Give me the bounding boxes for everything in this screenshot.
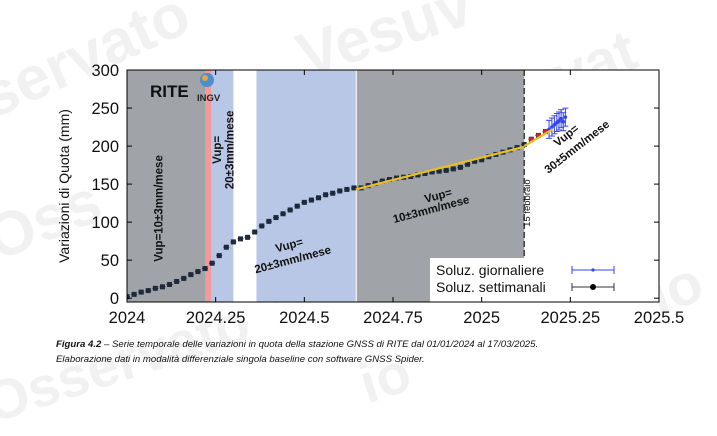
fit-line bbox=[523, 128, 554, 148]
figure-caption: Figura 4.2 – Serie temporale delle varia… bbox=[56, 337, 696, 367]
x-tick-label: 2024 bbox=[109, 309, 146, 327]
caption-line-1: – Serie temporale delle variazioni in qu… bbox=[101, 339, 539, 350]
daily-point bbox=[559, 116, 563, 121]
weekly-point bbox=[464, 161, 470, 167]
y-tick-label: 150 bbox=[91, 176, 119, 194]
weekly-point bbox=[316, 195, 322, 201]
weekly-point bbox=[457, 164, 463, 170]
weekly-point bbox=[273, 215, 279, 221]
y-tick-label: 0 bbox=[110, 290, 119, 308]
caption-line-2: Elaborazione dati in modalità differenzi… bbox=[56, 354, 425, 365]
weekly-point bbox=[429, 169, 435, 175]
weekly-point bbox=[308, 197, 314, 203]
weekly-point bbox=[379, 178, 385, 184]
legend-label: Soluz. settimanali bbox=[436, 279, 546, 295]
y-tick-label: 250 bbox=[91, 100, 119, 118]
weekly-point bbox=[443, 167, 449, 173]
weekly-point bbox=[259, 223, 265, 229]
logo-text: INGV bbox=[197, 93, 221, 104]
station-label: RITE bbox=[150, 82, 189, 101]
legend-marker bbox=[590, 284, 596, 290]
legend-label: Soluz. giornaliere bbox=[436, 262, 544, 278]
weekly-point bbox=[223, 244, 229, 250]
rate-annotation: 20±3mm/mese bbox=[224, 111, 236, 190]
weekly-point bbox=[323, 192, 329, 198]
daily-point bbox=[550, 125, 554, 129]
weekly-point bbox=[415, 172, 421, 178]
weekly-point bbox=[479, 157, 485, 163]
weekly-point bbox=[436, 168, 442, 174]
legend-box bbox=[430, 258, 659, 302]
weekly-point bbox=[131, 291, 137, 297]
logo-globe-spot-icon bbox=[202, 75, 208, 81]
weekly-point bbox=[167, 282, 173, 288]
weekly-point bbox=[521, 142, 527, 148]
weekly-point bbox=[195, 269, 201, 275]
weekly-point bbox=[372, 180, 378, 186]
weekly-point bbox=[386, 177, 392, 183]
y-tick-label: 50 bbox=[101, 252, 119, 270]
x-tick-label: 2024.5 bbox=[279, 309, 329, 327]
weekly-point bbox=[152, 285, 158, 291]
band-blue bbox=[211, 70, 234, 302]
weekly-point bbox=[344, 186, 350, 192]
weekly-point bbox=[301, 199, 307, 205]
plot-area: 15 febbraio Vup=10±3mm/mese Vup= 20±3mm/mes… bbox=[127, 70, 659, 302]
y-axis-label: Variazioni di Quota (mm) bbox=[56, 109, 72, 263]
weekly-point bbox=[245, 234, 251, 240]
band-blue bbox=[256, 70, 356, 302]
weekly-point bbox=[351, 185, 357, 191]
y-tick-label: 300 bbox=[91, 62, 119, 80]
weekly-point bbox=[159, 284, 165, 290]
weekly-point bbox=[337, 188, 343, 194]
x-tick-label: 2024.25 bbox=[186, 309, 246, 327]
weekly-point bbox=[216, 253, 222, 259]
weekly-point bbox=[138, 289, 144, 295]
weekly-point bbox=[181, 275, 187, 281]
weekly-point bbox=[252, 229, 258, 235]
weekly-point bbox=[266, 218, 272, 224]
chart: 15 febbraio Vup=10±3mm/mese Vup= 20±3mm/mes… bbox=[56, 62, 684, 327]
weekly-point bbox=[202, 266, 208, 272]
band-gray bbox=[127, 70, 206, 302]
x-tick-label: 2025.25 bbox=[541, 309, 601, 327]
legend-marker bbox=[591, 268, 595, 272]
daily-point bbox=[563, 115, 568, 119]
y-tick-label: 200 bbox=[91, 138, 119, 156]
weekly-point bbox=[287, 207, 293, 213]
daily-point bbox=[561, 119, 566, 124]
x-tick-label: 2025.5 bbox=[634, 309, 684, 327]
weekly-point bbox=[237, 236, 243, 242]
y-tick-label: 100 bbox=[91, 214, 119, 232]
rate-annotation: Vup=10±3mm/mese bbox=[153, 155, 165, 262]
weekly-point bbox=[330, 190, 336, 196]
weekly-point bbox=[174, 278, 180, 284]
weekly-point bbox=[280, 211, 286, 217]
weekly-point bbox=[450, 166, 456, 172]
caption-label: Figura 4.2 bbox=[56, 339, 102, 350]
weekly-point bbox=[209, 260, 215, 266]
weekly-point bbox=[127, 294, 130, 300]
event-line-label: 15 febbraio bbox=[522, 179, 533, 227]
x-tick-label: 2024.75 bbox=[363, 309, 423, 327]
fit-line bbox=[355, 145, 525, 191]
weekly-point bbox=[472, 158, 478, 164]
rate-annotation: Vup= bbox=[212, 136, 224, 164]
weekly-point bbox=[422, 170, 428, 176]
weekly-point bbox=[188, 272, 194, 278]
daily-point bbox=[557, 119, 561, 123]
x-tick-label: 2025 bbox=[463, 309, 500, 327]
weekly-point bbox=[294, 203, 300, 209]
weekly-point bbox=[145, 288, 151, 294]
band-red bbox=[205, 70, 212, 302]
weekly-point bbox=[230, 239, 236, 245]
daily-point bbox=[552, 122, 557, 127]
